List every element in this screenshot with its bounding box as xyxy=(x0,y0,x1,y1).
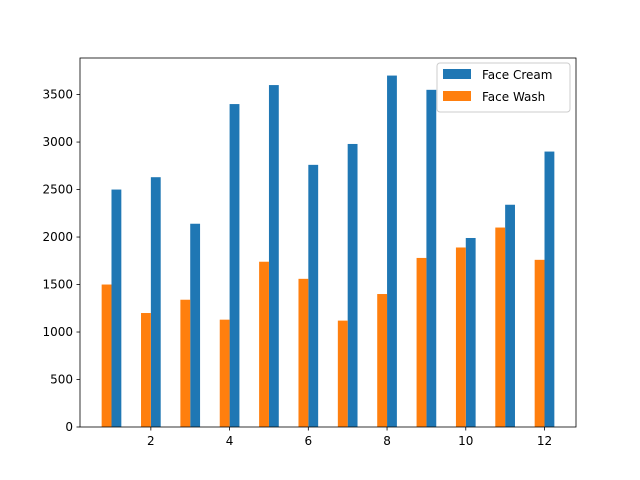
bar-face-wash-6 xyxy=(298,278,309,427)
bar-face-wash-4 xyxy=(219,319,230,427)
x-tick-label: 2 xyxy=(147,434,155,448)
plot-frame xyxy=(79,57,577,428)
legend-label-face-wash: Face Wash xyxy=(482,90,545,104)
bar-face-cream-1 xyxy=(111,189,122,427)
bar-face-cream-7 xyxy=(347,143,358,427)
y-tick-label: 0 xyxy=(65,420,73,434)
bar-face-wash-5 xyxy=(259,261,269,427)
bar-face-cream-10 xyxy=(465,237,476,427)
y-tick-label: 2500 xyxy=(42,183,73,197)
bar-face-wash-3 xyxy=(180,299,191,427)
bar-face-wash-1 xyxy=(101,284,112,427)
y-tick-label: 1000 xyxy=(42,325,73,339)
legend-swatch-face-cream xyxy=(443,69,471,79)
x-tick-label: 4 xyxy=(226,434,234,448)
axes-layer: 2 4 6 8 10 12 0 500 1000 1500 2000 2500 3000 3500 xyxy=(42,57,577,448)
x-tick-label: 10 xyxy=(458,434,473,448)
x-tick-label: 8 xyxy=(383,434,391,448)
bar-face-cream-11 xyxy=(505,204,515,427)
bars-layer xyxy=(101,75,555,427)
y-tick-label: 500 xyxy=(50,373,73,387)
legend-swatch-face-wash xyxy=(443,91,471,101)
bar-face-wash-9 xyxy=(416,257,427,427)
y-tick-label: 3500 xyxy=(42,88,73,102)
bar-face-wash-2 xyxy=(141,313,151,427)
bar-face-wash-7 xyxy=(337,320,348,427)
x-tick-label: 6 xyxy=(304,434,312,448)
bar-face-cream-3 xyxy=(190,223,201,427)
bar-face-cream-2 xyxy=(150,177,161,427)
legend: Face Cream Face Wash xyxy=(436,62,571,113)
bar-face-wash-10 xyxy=(455,247,466,427)
bar-face-wash-12 xyxy=(534,259,545,427)
x-tick-label: 12 xyxy=(537,434,552,448)
bar-face-wash-11 xyxy=(495,227,506,427)
y-tick-label: 1500 xyxy=(42,278,73,292)
legend-label-face-cream: Face Cream xyxy=(482,68,552,82)
bar-face-cream-8 xyxy=(387,75,397,427)
bar-face-cream-12 xyxy=(544,151,555,427)
bar-face-cream-6 xyxy=(308,164,319,427)
bar-face-wash-8 xyxy=(377,294,388,427)
bar-face-cream-9 xyxy=(426,89,437,427)
y-tick-label: 3000 xyxy=(42,135,73,149)
bar-face-cream-5 xyxy=(268,85,279,427)
y-tick-label: 2000 xyxy=(42,230,73,244)
bar-face-cream-4 xyxy=(229,104,240,427)
